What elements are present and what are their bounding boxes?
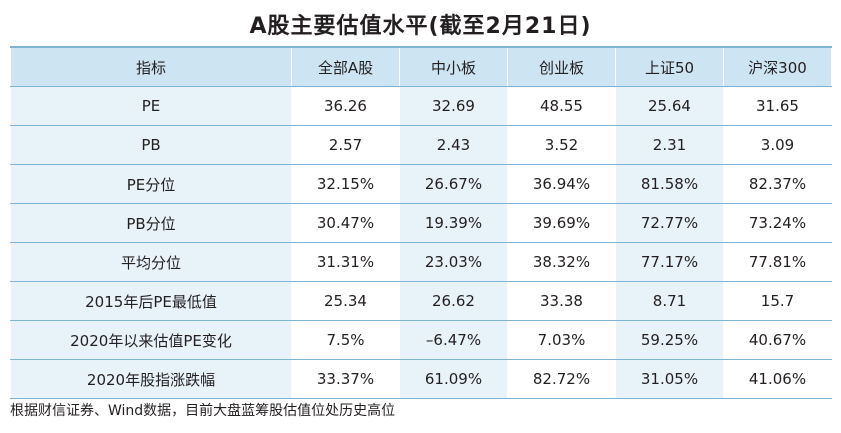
table-row: PB分位 30.47% 19.39% 39.69% 72.77% 73.24% xyxy=(10,203,832,243)
table-row: 2020年以来估值PE变化 7.5% –6.47% 7.03% 59.25% 40.67% xyxy=(10,320,832,360)
table-row: 2020年股指涨跌幅 33.37% 61.09% 82.72% 31.05% 41.06% xyxy=(10,359,832,399)
value-cell: 8.71 xyxy=(615,281,724,321)
row-label-cell: PB分位 xyxy=(10,203,292,243)
table-row: 2015年后PE最低值 25.34 26.62 33.38 8.71 15.7 xyxy=(10,281,832,321)
row-label-cell: PE xyxy=(10,86,292,126)
value-cell: 32.15% xyxy=(291,164,400,204)
value-cell: 59.25% xyxy=(615,320,724,360)
value-cell: 26.62 xyxy=(399,281,508,321)
value-cell: 82.72% xyxy=(507,359,616,399)
table-title: A股主要估值水平(截至2月21日) xyxy=(249,14,592,39)
value-cell: 15.7 xyxy=(723,281,832,321)
row-label-cell: 2020年以来估值PE变化 xyxy=(10,320,292,360)
value-cell: 26.67% xyxy=(399,164,508,204)
value-cell: 33.37% xyxy=(291,359,400,399)
value-cell: –6.47% xyxy=(399,320,508,360)
value-cell: 61.09% xyxy=(399,359,508,399)
row-label-cell: 2015年后PE最低值 xyxy=(10,281,292,321)
table-row: 平均分位 31.31% 23.03% 38.32% 77.17% 77.81% xyxy=(10,242,832,282)
value-cell: 31.65 xyxy=(723,86,832,126)
value-cell: 2.31 xyxy=(615,125,724,165)
column-header: 沪深300 xyxy=(723,46,832,87)
value-cell: 82.37% xyxy=(723,164,832,204)
value-cell: 30.47% xyxy=(291,203,400,243)
row-label-cell: 平均分位 xyxy=(10,242,292,282)
value-cell: 73.24% xyxy=(723,203,832,243)
value-cell: 31.05% xyxy=(615,359,724,399)
value-cell: 81.58% xyxy=(615,164,724,204)
value-cell: 72.77% xyxy=(615,203,724,243)
row-label-cell: PB xyxy=(10,125,292,165)
value-cell: 7.03% xyxy=(507,320,616,360)
valuation-table: 指标 全部A股 中小板 创业板 上证50 沪深300 PE 36.26 32.69 4… xyxy=(10,46,832,399)
column-header: 中小板 xyxy=(399,46,508,87)
row-label-cell: 2020年股指涨跌幅 xyxy=(10,359,292,399)
value-cell: 31.31% xyxy=(291,242,400,282)
column-header: 全部A股 xyxy=(291,46,400,87)
value-cell: 32.69 xyxy=(399,86,508,126)
value-cell: 2.57 xyxy=(291,125,400,165)
header-row: 指标 全部A股 中小板 创业板 上证50 沪深300 xyxy=(10,46,832,87)
value-cell: 40.67% xyxy=(723,320,832,360)
value-cell: 48.55 xyxy=(507,86,616,126)
value-cell: 36.94% xyxy=(507,164,616,204)
value-cell: 77.17% xyxy=(615,242,724,282)
value-cell: 7.5% xyxy=(291,320,400,360)
value-cell: 23.03% xyxy=(399,242,508,282)
value-cell: 2.43 xyxy=(399,125,508,165)
value-cell: 77.81% xyxy=(723,242,832,282)
value-cell: 19.39% xyxy=(399,203,508,243)
column-header: 创业板 xyxy=(507,46,616,87)
value-cell: 33.38 xyxy=(507,281,616,321)
source-note: 根据财信证券、Wind数据，目前大盘蓝筹股估值位处历史高位 xyxy=(10,403,396,419)
value-cell: 36.26 xyxy=(291,86,400,126)
value-cell: 39.69% xyxy=(507,203,616,243)
table-row: PE 36.26 32.69 48.55 25.64 31.65 xyxy=(10,86,832,126)
row-label-cell: PE分位 xyxy=(10,164,292,204)
column-header: 上证50 xyxy=(615,46,724,87)
value-cell: 3.52 xyxy=(507,125,616,165)
value-cell: 41.06% xyxy=(723,359,832,399)
value-cell: 3.09 xyxy=(723,125,832,165)
table-row: PB 2.57 2.43 3.52 2.31 3.09 xyxy=(10,125,832,165)
value-cell: 25.64 xyxy=(615,86,724,126)
valuation-table-container: 指标 全部A股 中小板 创业板 上证50 沪深300 PE 36.26 32.69 4… xyxy=(10,46,832,399)
table-row: PE分位 32.15% 26.67% 36.94% 81.58% 82.37% xyxy=(10,164,832,204)
value-cell: 25.34 xyxy=(291,281,400,321)
column-header: 指标 xyxy=(10,46,292,87)
value-cell: 38.32% xyxy=(507,242,616,282)
